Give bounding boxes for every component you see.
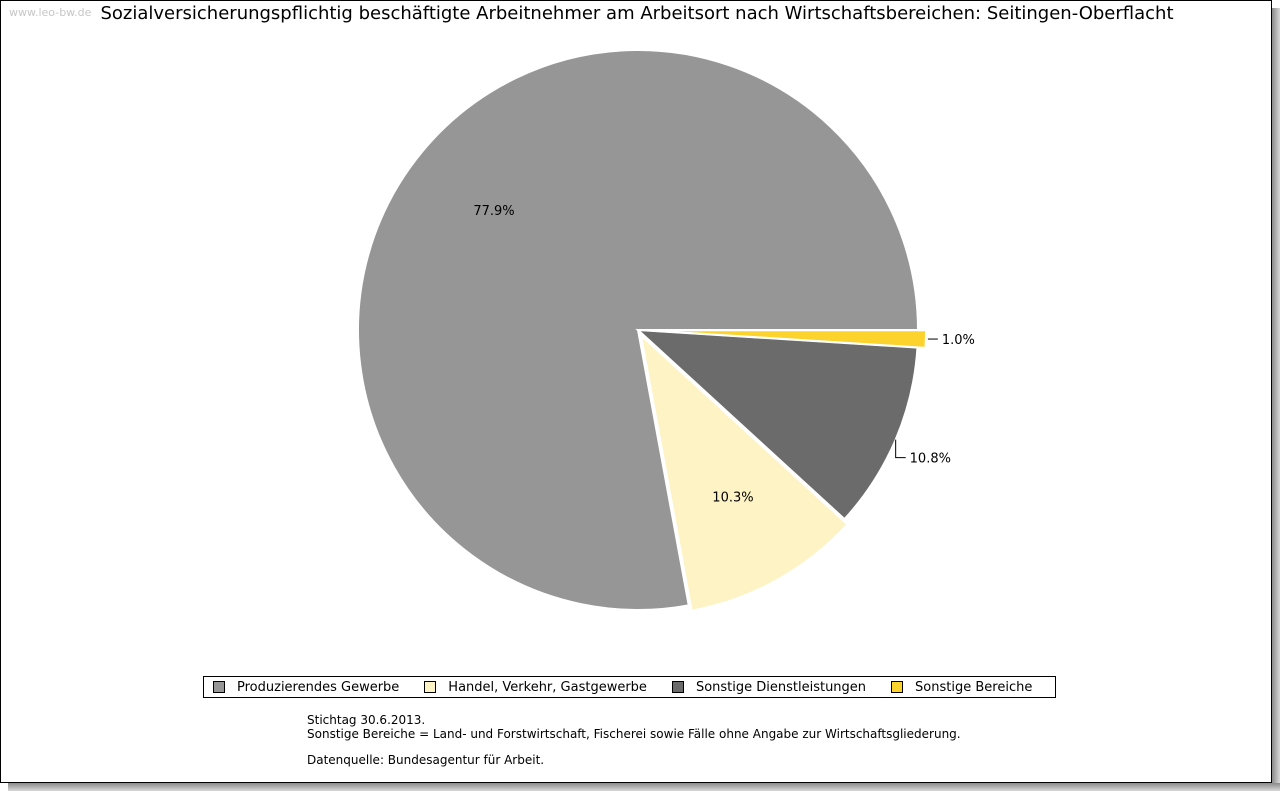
legend-item-sonstige-dienstleistungen: Sonstige Dienstleistungen: [671, 679, 867, 695]
legend-item-produzierendes-gewerbe: Produzierendes Gewerbe: [213, 680, 399, 695]
chart-legend: Produzierendes Gewerbe Handel, Verkehr, …: [203, 676, 1056, 698]
note-stichtag: Stichtag 30.6.2013.: [307, 713, 426, 727]
label-leader-line: [895, 439, 906, 459]
note-sonstige-bereiche: Sonstige Bereiche = Land- und Forstwirts…: [307, 727, 961, 741]
legend-label: Sonstige Dienstleistungen: [695, 679, 867, 695]
legend-item-sonstige-bereiche: Sonstige Bereiche: [891, 680, 1032, 695]
legend-swatch: [891, 681, 904, 693]
chart-notes: Stichtag 30.6.2013. Sonstige Bereiche = …: [307, 713, 961, 767]
legend-swatch: [213, 681, 225, 693]
note-datenquelle: Datenquelle: Bundesagentur für Arbeit.: [307, 753, 545, 767]
legend-swatch: [424, 681, 437, 693]
chart-title: Sozialversicherungspflichtig beschäftigt…: [100, 3, 1174, 24]
slice-data-label: 77.9%: [473, 204, 514, 219]
legend-swatch: [671, 681, 684, 693]
pie-slice-handel-verkehr-gastgewerbe: [639, 332, 849, 612]
legend-item-handel-verkehr-gastgewerbe: Handel, Verkehr, Gastgewerbe: [424, 680, 647, 695]
frame-shadow-right: [1272, 8, 1280, 791]
legend-label: Sonstige Bereiche: [915, 679, 1033, 695]
watermark: www.leo-bw.de: [9, 6, 92, 19]
pie-chart: 77.9% 10.3% 10.8% 1.0%: [357, 49, 975, 612]
pie-slice-sonstige-bereiche: [645, 329, 927, 349]
pie-slice-sonstige-dienstleistungen: [635, 328, 919, 521]
frame-shadow-bottom: [8, 783, 1280, 791]
legend-label: Handel, Verkehr, Gastgewerbe: [448, 679, 647, 695]
slice-data-label: 10.8%: [910, 452, 951, 467]
slice-data-label: 1.0%: [942, 333, 975, 348]
legend-label: Produzierendes Gewerbe: [237, 679, 400, 695]
slice-data-label: 10.3%: [712, 490, 753, 505]
